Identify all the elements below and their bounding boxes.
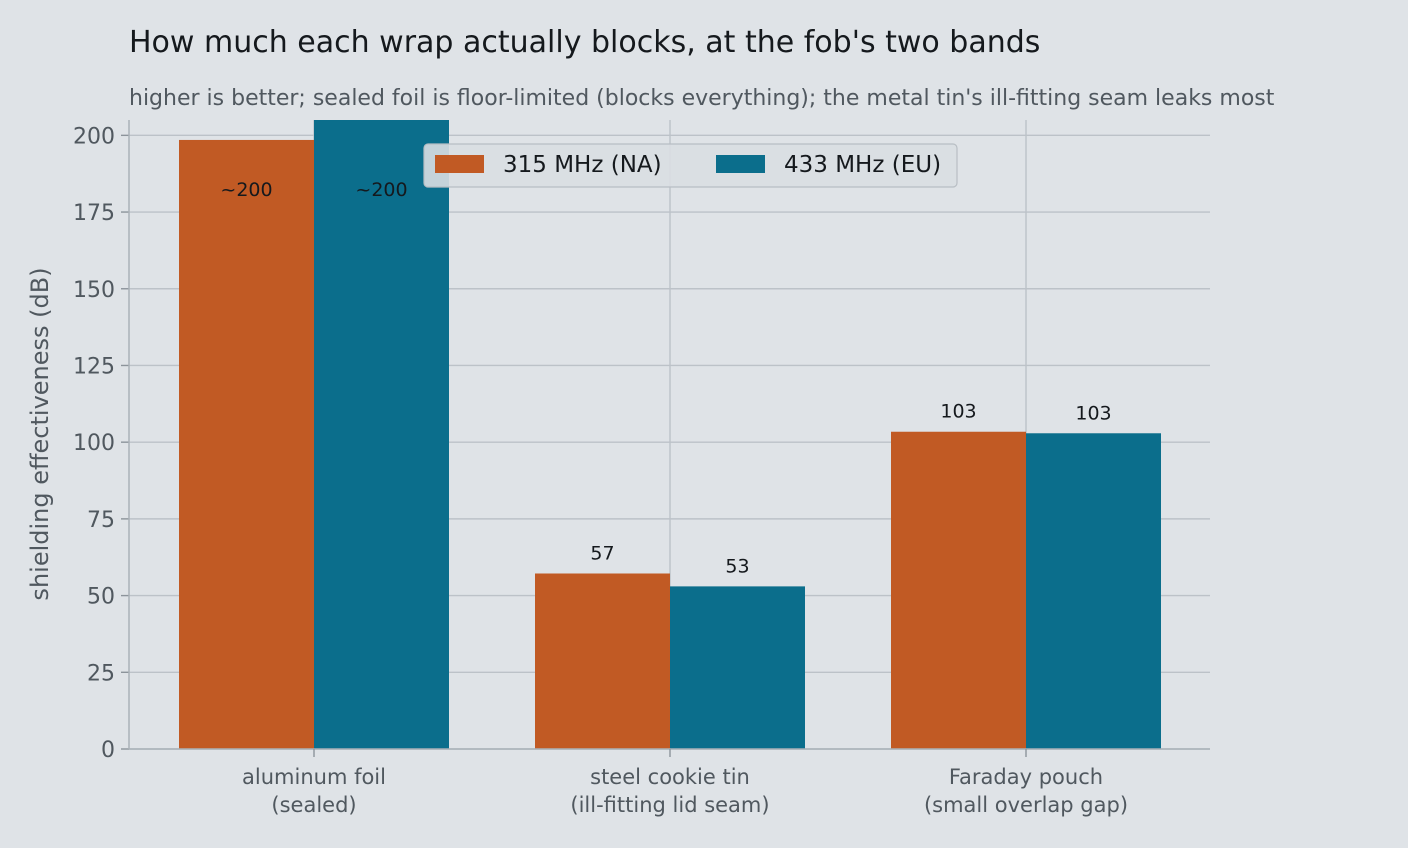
y-tick-label: 100 [73,431,115,456]
bar [314,120,449,749]
y-tick-label: 50 [87,585,115,610]
y-tick-label: 150 [73,278,115,303]
y-tick-label: 125 [73,354,115,379]
y-tick-label: 75 [87,508,115,533]
legend-box [423,143,958,188]
bars [179,120,1161,749]
chart-subtitle: higher is better; sealed foil is floor-l… [129,86,1275,111]
y-tick-label: 175 [73,201,115,226]
bar [670,586,805,749]
legend-swatch [435,155,484,173]
bar [1026,433,1161,749]
bar [891,431,1026,749]
y-tick-label: 200 [73,124,115,149]
y-axis-label: shielding effectiveness (dB) [26,267,54,600]
data-label: 103 [1075,402,1111,424]
data-label: 53 [725,555,749,577]
legend: 315 MHz (NA) 433 MHz (EU) [423,143,958,188]
legend-label: 315 MHz (NA) [503,152,662,178]
axes: 0 25 50 75 100 125 150 175 200 aluminum foil (seal… [73,120,1210,817]
data-label: ~200 [355,179,407,201]
y-tick-label: 0 [101,738,115,763]
x-tick-label: steel cookie tin (ill-fitting lid seam) [570,765,769,817]
data-labels: ~200 57 103 ~200 53 103 [220,179,1111,577]
data-label: 57 [590,542,614,564]
data-label: 103 [940,401,976,423]
legend-label: 433 MHz (EU) [784,152,941,178]
x-tick-label: aluminum foil (sealed) [242,765,386,817]
bar [179,139,314,749]
chart-title: How much each wrap actually blocks, at t… [129,25,1040,60]
legend-swatch [716,155,765,173]
bar [535,573,670,749]
x-tick-label: Faraday pouch (small overlap gap) [924,765,1128,817]
y-tick-label: 25 [87,661,115,686]
data-label: ~200 [220,179,272,201]
